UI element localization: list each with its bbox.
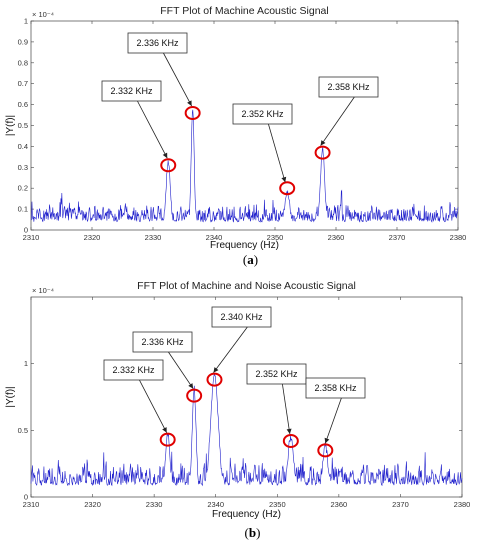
annotation-box [127,32,188,54]
annotation-box [246,363,307,385]
peak-marker-circle [314,145,331,160]
x-tick-label: 2350 [269,500,286,509]
y-tick-label: 0 [24,226,28,235]
x-tick-label: 2310 [23,500,40,509]
chart-panel-a: FFT Plot of Machine Acoustic Signal 2310 2… [5,5,466,267]
y-tick-label: 0.1 [18,205,28,214]
y-tick-label: 0 [24,493,28,502]
peak-marker-circle [317,443,334,458]
annotation-arrowhead [213,367,219,373]
signal-line [30,109,459,223]
y-exponent-label: × 10⁻⁴ [32,286,54,295]
y-tick-label: 0.7 [18,79,28,88]
x-tick-label: 2360 [331,500,348,509]
y-tick-label: 0.3 [18,163,28,172]
peak-marker-circle [186,388,203,403]
x-tick-label: 2380 [450,233,467,242]
chart-panel-b: FFT Plot of Machine and Noise Acoustic S… [5,280,470,540]
x-tick-label: 2330 [145,233,162,242]
annotation-arrow [213,326,248,373]
y-tick-label: 1 [24,17,28,26]
y-tick-label: 0.5 [18,121,28,130]
y-tick-label: 0.5 [18,426,28,435]
annotation-arrow [268,123,286,183]
annotation-arrow [163,52,193,107]
x-tick-label: 2330 [146,500,163,509]
annotation-label: 2.332 KHz [110,86,153,96]
x-tick-label: 2360 [328,233,345,242]
plot-area [30,296,463,498]
y-tick-label: 0.2 [18,184,28,193]
x-tick-label: 2320 [84,233,101,242]
peak-marker-circle [282,434,299,448]
y-axis-label: |Y(f)| [5,115,16,136]
annotation-arrowhead [281,176,287,183]
peak-marker-circle [160,158,177,173]
y-axis-label: |Y(f)| [5,386,16,407]
annotation-label: 2.352 KHz [255,369,298,379]
annotation-label: 2.336 KHz [141,337,184,347]
plot-area [30,20,459,231]
annotation-arrowhead [286,428,292,434]
annotation-arrow [137,100,168,159]
caption-letter: b [249,525,256,540]
y-tick-label: 0.6 [18,100,28,109]
x-tick-label: 2380 [454,500,471,509]
x-tick-label: 2370 [392,500,409,509]
x-axis-label: Frequency (Hz) [210,240,279,251]
annotation-box [232,103,293,125]
figure-caption: (b) [245,525,261,540]
y-tick-label: 0.8 [18,58,28,67]
x-tick-label: 2340 [206,233,223,242]
annotation-arrowhead [187,100,192,106]
peak-marker-circle [279,181,296,196]
annotation-arrowhead [162,427,167,433]
annotation-box [305,377,366,399]
annotation-label: 2.358 KHz [327,82,370,92]
annotation-box [211,306,272,328]
caption-letter: a [247,252,254,267]
annotation-arrowhead [188,383,194,389]
peak-marker-circle [159,432,176,447]
annotation-box [318,76,379,98]
chart-title: FFT Plot of Machine and Noise Acoustic S… [137,280,356,292]
y-tick-label: 1 [24,359,28,368]
annotation-arrow [139,379,168,433]
x-tick-label: 2370 [389,233,406,242]
annotation-arrow [168,351,194,389]
x-tick-label: 2310 [23,233,40,242]
peak-marker-circle [184,105,201,120]
annotation-label: 2.336 KHz [136,38,179,48]
peak-marker-circle [206,372,223,387]
annotation-label: 2.340 KHz [220,312,263,322]
x-axis-label: Frequency (Hz) [212,509,281,520]
annotation-label: 2.332 KHz [112,365,155,375]
annotation-box [103,359,164,381]
annotation-arrow [320,96,355,146]
x-tick-label: 2350 [267,233,284,242]
x-tick-label: 2340 [207,500,224,509]
signal-line [30,373,463,487]
chart-title: FFT Plot of Machine Acoustic Signal [160,5,328,17]
y-tick-label: 0.4 [18,142,28,151]
annotation-box [101,80,162,102]
y-exponent-label: × 10⁻⁴ [32,10,54,19]
annotation-box [132,331,193,353]
annotation-label: 2.352 KHz [241,109,284,119]
annotation-label: 2.358 KHz [314,383,357,393]
annotation-arrow [282,383,291,435]
annotation-arrow [324,397,342,444]
y-tick-label: 0.9 [18,37,28,46]
annotation-arrowhead [324,437,330,444]
figure-caption: (a) [243,252,258,267]
x-tick-label: 2320 [84,500,101,509]
annotation-arrowhead [320,140,326,146]
annotation-arrowhead [162,152,168,159]
